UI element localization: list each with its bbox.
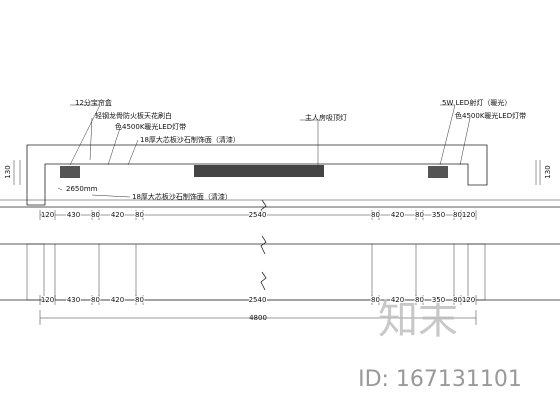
label: 色4500K暖光LED灯带 [115, 122, 186, 131]
height-note: 2650mm [66, 185, 98, 193]
dimension: 420 [391, 296, 404, 304]
label: 18厚大芯板沙石制饰面（清漆） [132, 192, 232, 201]
lamp [194, 165, 324, 177]
dimension: 350 [432, 211, 445, 219]
dimension: 130 [544, 165, 552, 178]
watermark-logo: 知末 [378, 297, 458, 343]
dimension: 80 [453, 211, 462, 219]
dimension: 80 [135, 211, 144, 219]
dimension: 80 [91, 296, 100, 304]
dimension: 80 [415, 296, 424, 304]
watermark-id: ID: 167131101 [358, 367, 522, 392]
label: 主人房吸顶灯 [305, 113, 347, 122]
dimension: 350 [432, 296, 445, 304]
dimension: 2540 [249, 211, 267, 219]
label: 轻钢龙骨防火板天花刷白 [95, 111, 172, 120]
label: 18厚大芯板沙石制饰面（清漆） [140, 135, 240, 144]
dimension: 2540 [249, 296, 267, 304]
dimension: 120 [41, 211, 54, 219]
label: 12分宝帘盒 [75, 98, 112, 107]
dimension: 430 [67, 211, 80, 219]
light-box [428, 166, 448, 178]
section [0, 104, 560, 325]
dimension: 430 [67, 296, 80, 304]
dimension: 120 [462, 296, 475, 304]
dimension: 120 [41, 296, 54, 304]
dimension: 420 [391, 211, 404, 219]
dimension: 420 [111, 296, 124, 304]
dimension: 80 [371, 211, 380, 219]
dimension: 130 [4, 165, 12, 178]
label: 色4500K暖光LED灯带 [455, 111, 526, 120]
dimension: 120 [462, 211, 475, 219]
dimension: 80 [135, 296, 144, 304]
dimension-total: 4800 [249, 314, 267, 322]
dimension: 80 [415, 211, 424, 219]
dimension: 420 [111, 211, 124, 219]
label: 5W LED射灯（暖光） [442, 98, 511, 107]
light-box [60, 166, 80, 178]
dimension: 80 [453, 296, 462, 304]
dimension: 80 [371, 296, 380, 304]
dimension: 80 [91, 211, 100, 219]
